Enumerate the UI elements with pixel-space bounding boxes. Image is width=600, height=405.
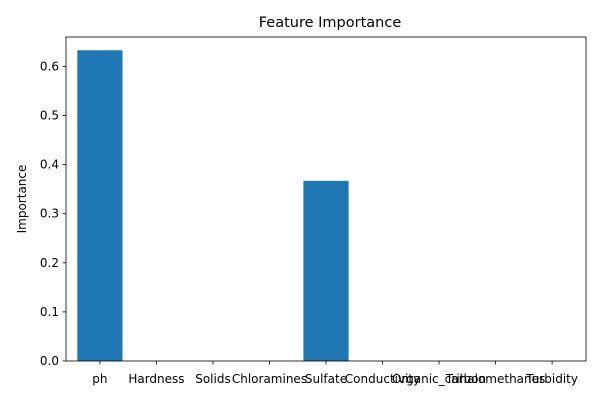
y-axis-label: Importance bbox=[15, 165, 29, 234]
x-tick-label: Hardness bbox=[128, 372, 184, 386]
y-tick-label: 0.2 bbox=[40, 256, 59, 270]
x-tick-label: Turbidity bbox=[525, 372, 578, 386]
y-tick-label: 0.3 bbox=[40, 207, 59, 221]
bar-sulfate bbox=[303, 180, 349, 361]
y-tick-label: 0.5 bbox=[40, 109, 59, 123]
x-tick-label: Conductivity bbox=[345, 372, 420, 386]
bars-group bbox=[77, 50, 349, 361]
x-tick-label: Trihalomethanes bbox=[445, 372, 545, 386]
x-tick-label: Organic_carbon bbox=[392, 372, 486, 386]
x-tick-label: ph bbox=[92, 372, 107, 386]
y-tick-label: 0.6 bbox=[40, 59, 59, 73]
y-tick-label: 0.1 bbox=[40, 305, 59, 319]
x-tick-label: Solids bbox=[195, 372, 231, 386]
y-tick-label: 0.0 bbox=[40, 354, 59, 368]
y-tick-label: 0.4 bbox=[40, 158, 59, 172]
chart-title: Feature Importance bbox=[259, 15, 402, 31]
x-tick-label: Sulfate bbox=[305, 372, 347, 386]
y-axis-ticks: 0.0 0.1 0.2 0.3 0.4 0.5 0.6 bbox=[40, 59, 66, 368]
x-axis-ticks: ph Hardness Solids ChloraminesSulfateConduc… bbox=[92, 361, 578, 386]
plot-frame bbox=[65, 36, 587, 362]
bar-ph bbox=[77, 50, 123, 361]
x-tick-label: Chloramines bbox=[232, 372, 307, 386]
